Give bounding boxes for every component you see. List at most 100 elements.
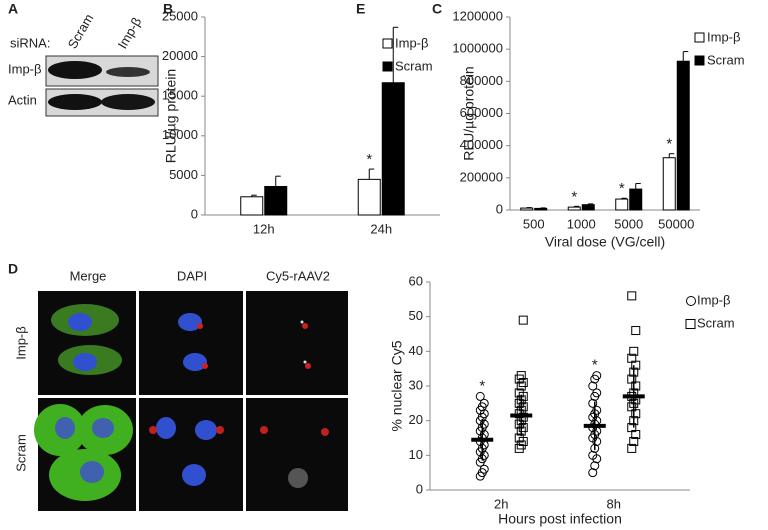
panel-label: B	[163, 1, 173, 17]
data-point	[588, 398, 598, 408]
x-tick-label: 500	[523, 216, 545, 231]
data-point	[514, 388, 524, 398]
x-axis-label: Viral dose (VG/cell)	[545, 234, 665, 250]
y-axis-label: % nuclear Cy5	[389, 340, 405, 431]
legend-label: Scram	[707, 52, 745, 67]
panel-label: C	[432, 1, 442, 17]
bar	[567, 206, 581, 211]
data-point	[629, 436, 639, 446]
data-point	[627, 374, 637, 384]
bar	[264, 185, 288, 216]
annotation: *	[592, 357, 598, 374]
y-tick-label: 1000000	[452, 41, 503, 56]
y-tick-label: 0	[496, 201, 503, 216]
column-label: Merge	[70, 268, 107, 283]
y-tick-label: 1200000	[452, 8, 503, 23]
y-tick-label: 25000	[162, 8, 198, 23]
panel-label: D	[8, 261, 18, 277]
y-axis-label: RLU/µg protein	[163, 69, 179, 163]
blot-image	[45, 55, 159, 117]
data-point	[516, 381, 526, 391]
y-tick-label: 15000	[162, 88, 198, 103]
data-point	[590, 461, 600, 471]
row-label: Imp-β	[13, 326, 28, 359]
data-point	[514, 433, 524, 443]
legend-swatch	[694, 55, 705, 66]
data-point	[627, 423, 637, 433]
bar	[520, 207, 534, 211]
data-point	[592, 371, 602, 381]
legend-label: Scram	[395, 58, 433, 73]
bar	[662, 157, 676, 211]
data-point	[514, 374, 524, 384]
data-point	[518, 315, 528, 325]
bar	[240, 196, 264, 216]
y-tick-label: 200000	[460, 169, 503, 184]
legend-label: Imp-β	[697, 292, 730, 307]
bar	[629, 188, 643, 211]
legend-label: Imp-β	[395, 35, 428, 50]
data-point	[627, 443, 637, 453]
x-tick-label: 50000	[658, 216, 694, 231]
y-tick-label: 40	[409, 343, 423, 358]
bar	[615, 198, 629, 211]
annotation: *	[571, 188, 577, 205]
y-tick-label: 60	[409, 273, 423, 288]
data-point	[516, 440, 526, 450]
y-tick-label: 800000	[460, 73, 503, 88]
y-tick-label: 0	[416, 481, 423, 496]
data-point	[627, 353, 637, 363]
blot-row-label: Actin	[8, 92, 37, 107]
y-tick-label: 400000	[460, 137, 503, 152]
data-point	[479, 398, 489, 408]
x-tick-label: 24h	[370, 221, 392, 236]
microscopy-images	[34, 290, 348, 512]
sirna-label: siRNA:	[10, 35, 50, 50]
legend-label: Scram	[697, 315, 735, 330]
x-tick-label: 2h	[494, 496, 508, 511]
bar	[676, 60, 690, 211]
x-tick-label: 5000	[614, 216, 643, 231]
legend-label: Imp-β	[707, 29, 740, 44]
data-point	[588, 450, 598, 460]
y-tick-label: 10	[409, 447, 423, 462]
legend-swatch	[694, 32, 705, 43]
annotation: *	[666, 136, 672, 153]
x-tick-label: 1000	[567, 216, 596, 231]
legend-swatch	[685, 319, 696, 329]
data-point	[592, 388, 602, 398]
y-axis-label: RLU/µg protein	[461, 66, 477, 160]
blot-row-label: Imp-β	[8, 61, 41, 76]
data-point	[629, 346, 639, 356]
data-point	[592, 405, 602, 415]
y-tick-label: 20	[409, 412, 423, 427]
annotation: *	[619, 180, 625, 197]
y-tick-label: 30	[409, 377, 423, 392]
data-point	[588, 381, 598, 391]
y-tick-label: 20000	[162, 48, 198, 63]
annotation: *	[479, 377, 485, 394]
legend-swatch	[382, 38, 393, 49]
bar	[534, 207, 548, 211]
legend-swatch	[382, 61, 393, 72]
y-tick-label: 5000	[169, 167, 198, 182]
x-tick-label: 12h	[253, 221, 275, 236]
lane-label: Scram	[65, 11, 97, 51]
panel-label: A	[8, 1, 18, 17]
column-label: DAPI	[177, 268, 207, 283]
y-tick-label: 0	[191, 206, 198, 221]
data-point	[631, 326, 641, 336]
bar	[381, 82, 405, 216]
data-point	[516, 371, 526, 381]
bar	[581, 204, 595, 211]
legend-swatch	[686, 296, 696, 306]
panel-label: E	[356, 1, 365, 17]
data-point	[475, 391, 485, 401]
x-axis-label: Hours post infection	[498, 511, 622, 527]
annotation: *	[366, 151, 372, 168]
y-tick-label: 10000	[162, 127, 198, 142]
data-point	[627, 291, 637, 301]
x-tick-label: 8h	[607, 496, 621, 511]
data-point	[479, 464, 489, 474]
